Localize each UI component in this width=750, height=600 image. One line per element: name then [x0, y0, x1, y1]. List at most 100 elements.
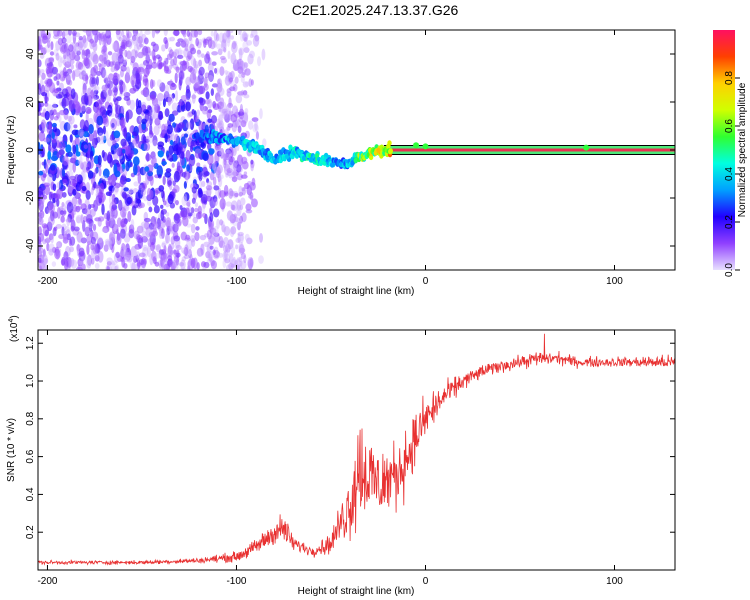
noise-blob [149, 253, 154, 266]
noise-blob [132, 156, 140, 166]
noise-blob [209, 245, 214, 250]
noise-blob [202, 212, 207, 219]
noise-blob [215, 33, 220, 42]
noise-blob [87, 170, 94, 179]
noise-blob [218, 235, 224, 248]
noise-blob [142, 230, 147, 239]
noise-blob [151, 102, 158, 113]
noise-blob [66, 68, 73, 74]
noise-blob [52, 109, 57, 116]
noise-blob [123, 127, 128, 139]
noise-blob [114, 182, 121, 189]
noise-blob [78, 36, 83, 41]
noise-blob [124, 254, 132, 260]
noise-blob [216, 122, 223, 129]
noise-blob [123, 187, 129, 192]
noise-blob [67, 258, 71, 270]
noise-blob [175, 252, 181, 258]
noise-blob [130, 49, 137, 61]
noise-blob [196, 162, 201, 168]
noise-blob [69, 236, 76, 246]
noise-blob [173, 170, 180, 183]
noise-blob [242, 40, 249, 51]
noise-blob [79, 66, 86, 77]
noise-blob [238, 48, 243, 61]
noise-blob [156, 60, 163, 70]
noise-blob [115, 264, 120, 270]
noise-blob [234, 192, 239, 198]
noise-blob [41, 253, 48, 266]
noise-blob [101, 150, 105, 159]
noise-blob [216, 43, 222, 50]
noise-blob [98, 33, 102, 46]
snr-y-multiplier: (x104) [8, 315, 20, 342]
noise-blob [226, 168, 233, 174]
noise-blob [79, 39, 86, 51]
noise-blob [213, 225, 219, 237]
noise-blob [227, 123, 234, 128]
noise-blob [154, 30, 161, 34]
noise-blob [107, 104, 113, 117]
noise-blob [233, 260, 239, 266]
noise-blob [43, 258, 49, 265]
noise-blob [237, 264, 243, 270]
noise-blob [106, 265, 110, 270]
noise-blob [233, 40, 238, 46]
noise-blob [108, 73, 114, 81]
noise-blob [51, 132, 55, 140]
colorbar: 0.0 0.2 0.4 0.6 0.8 Normalized spectral ampl… [713, 30, 748, 277]
noise-blob [80, 94, 88, 105]
noise-blob [232, 105, 239, 117]
noise-blob [160, 257, 164, 268]
noise-blob [198, 66, 205, 76]
noise-blob [231, 121, 238, 133]
noise-blob [145, 173, 150, 185]
noise-blob [238, 73, 243, 79]
noise-blob [218, 120, 225, 132]
noise-blob [212, 249, 216, 256]
noise-blob [83, 119, 89, 132]
noise-blob [47, 173, 53, 185]
noise-blob [105, 191, 112, 197]
noise-blob [191, 186, 197, 194]
noise-blob [244, 108, 249, 115]
noise-blob [46, 39, 51, 49]
noise-blob [237, 233, 241, 243]
noise-blob [124, 256, 130, 263]
noise-blob [201, 180, 206, 188]
noise-blob [111, 198, 117, 207]
noise-blob [239, 247, 246, 254]
noise-blob [187, 65, 193, 72]
noise-blob [156, 79, 163, 88]
noise-blob [106, 257, 113, 264]
noise-blob [97, 132, 104, 145]
trace-blob [583, 144, 590, 151]
noise-blob [144, 30, 151, 35]
noise-blob [213, 166, 218, 178]
noise-blob [237, 221, 241, 231]
noise-blob [153, 245, 161, 251]
noise-blob [61, 30, 66, 40]
noise-blob [223, 110, 228, 117]
snr-frame [37, 329, 676, 571]
noise-blob [166, 124, 173, 135]
noise-blob [126, 254, 133, 263]
noise-blob [252, 123, 259, 133]
noise-blob [153, 110, 158, 121]
noise-blob [110, 213, 114, 221]
noise-blob [40, 119, 46, 129]
noise-blob [51, 246, 57, 253]
noise-blob [86, 233, 93, 246]
noise-blob [221, 108, 229, 120]
noise-blob [151, 250, 157, 262]
noise-blob [200, 261, 207, 268]
noise-blob [82, 35, 87, 44]
noise-blob [226, 36, 231, 48]
noise-blob [107, 88, 112, 97]
noise-blob [201, 105, 206, 112]
noise-blob [93, 85, 100, 91]
noise-blob [126, 109, 133, 120]
noise-blob [211, 163, 217, 171]
noise-blob [217, 252, 224, 258]
y-tick-label: 1.0 [25, 374, 36, 388]
